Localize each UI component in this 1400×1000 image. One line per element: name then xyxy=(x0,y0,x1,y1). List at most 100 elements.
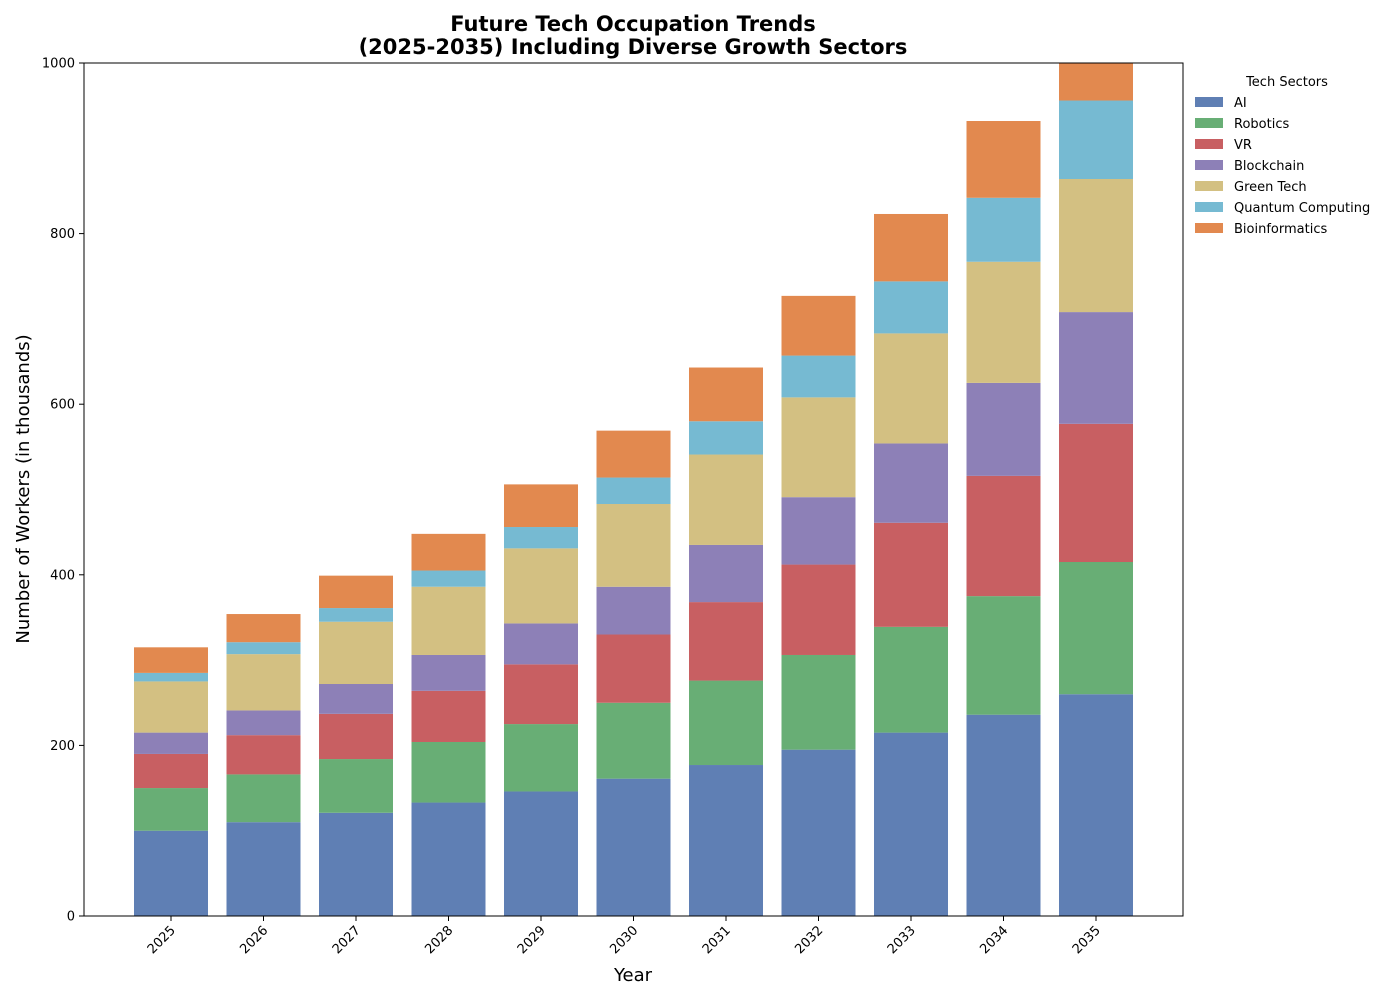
x-tick-label: 2025 xyxy=(145,923,179,957)
legend-swatch-robotics xyxy=(1195,118,1223,128)
bar-segment-quantum-computing-2034 xyxy=(966,197,1041,262)
bar-segment-ai-2033 xyxy=(874,732,948,916)
bar-segment-bioinformatics-2032 xyxy=(781,295,856,356)
bar-segment-bioinformatics-2031 xyxy=(689,367,763,422)
y-axis-label: Number of Workers (in thousands) xyxy=(13,334,34,643)
bar-segment-robotics-2033 xyxy=(874,626,948,733)
bar-segment-blockchain-2032 xyxy=(781,497,856,565)
bar-segment-ai-2031 xyxy=(689,765,763,916)
bar-segment-quantum-computing-2031 xyxy=(689,421,763,455)
bar-segment-robotics-2032 xyxy=(781,654,856,750)
legend-swatch-quantum-computing xyxy=(1195,202,1223,212)
y-tick-label: 800 xyxy=(50,227,75,242)
bar-segment-vr-2032 xyxy=(781,564,856,655)
bars-layer xyxy=(134,63,1133,916)
bar-segment-ai-2030 xyxy=(596,778,671,916)
bar-segment-vr-2025 xyxy=(134,753,208,789)
x-axis-label: Year xyxy=(613,965,653,986)
bar-segment-vr-2028 xyxy=(411,690,486,742)
bar-segment-blockchain-2031 xyxy=(689,544,763,603)
y-tick-label: 0 xyxy=(67,910,75,925)
bar-segment-quantum-computing-2028 xyxy=(411,570,486,587)
bar-segment-bioinformatics-2028 xyxy=(411,533,486,571)
bar-segment-quantum-computing-2027 xyxy=(319,608,393,622)
bar-segment-ai-2035 xyxy=(1059,694,1133,916)
bar-segment-ai-2027 xyxy=(319,812,393,916)
bar-segment-blockchain-2025 xyxy=(134,732,208,754)
bar-segment-green-tech-2027 xyxy=(319,621,393,684)
bar-segment-vr-2026 xyxy=(226,735,301,775)
chart-title-line-2: (2025-2035) Including Diverse Growth Sec… xyxy=(359,35,908,59)
bar-segment-blockchain-2034 xyxy=(966,382,1041,476)
bar-segment-green-tech-2032 xyxy=(781,397,856,498)
bar-segment-green-tech-2035 xyxy=(1059,179,1133,313)
bar-segment-quantum-computing-2026 xyxy=(226,642,301,655)
bar-segment-quantum-computing-2033 xyxy=(874,281,948,334)
bar-segment-quantum-computing-2029 xyxy=(504,527,578,549)
legend-label-robotics: Robotics xyxy=(1234,117,1289,132)
bar-segment-robotics-2028 xyxy=(411,741,486,803)
bar-segment-quantum-computing-2035 xyxy=(1059,100,1133,180)
legend-title: Tech Sectors xyxy=(1245,75,1328,90)
y-tick-label: 400 xyxy=(50,568,75,583)
legend-label-quantum-computing: Quantum Computing xyxy=(1234,201,1370,216)
bar-segment-ai-2034 xyxy=(966,714,1041,916)
x-axis: 2025 2026 2027 2028 2029 2030 2031 2032 2033 2034… xyxy=(145,916,1104,957)
bar-segment-ai-2026 xyxy=(226,822,301,916)
bar-segment-ai-2028 xyxy=(411,802,486,916)
bar-segment-robotics-2031 xyxy=(689,680,763,766)
legend-swatch-bioinformatics xyxy=(1195,223,1223,233)
bar-segment-ai-2025 xyxy=(134,830,208,916)
bar-segment-robotics-2026 xyxy=(226,774,301,823)
legend-label-bioinformatics: Bioinformatics xyxy=(1234,222,1327,237)
bar-segment-ai-2032 xyxy=(781,749,856,916)
bar-segment-quantum-computing-2032 xyxy=(781,355,856,398)
legend-label-green-tech: Green Tech xyxy=(1234,180,1307,195)
bar-segment-ai-2029 xyxy=(504,791,578,916)
legend-swatch-blockchain xyxy=(1195,160,1223,170)
bar-segment-vr-2035 xyxy=(1059,423,1133,563)
y-tick-label: 1000 xyxy=(42,57,75,72)
legend-swatch-ai xyxy=(1195,97,1223,107)
bar-segment-bioinformatics-2025 xyxy=(134,647,208,673)
bar-segment-bioinformatics-2033 xyxy=(874,213,948,282)
bar-segment-quantum-computing-2025 xyxy=(134,672,208,682)
bar-segment-robotics-2027 xyxy=(319,759,393,813)
plot-frame xyxy=(83,62,1184,917)
bar-segment-quantum-computing-2030 xyxy=(596,477,671,504)
x-tick-label: 2031 xyxy=(700,923,734,957)
bar-segment-vr-2033 xyxy=(874,522,948,627)
bar-segment-blockchain-2035 xyxy=(1059,312,1133,424)
y-axis: 0 200 400 600 800 1000 xyxy=(42,57,84,925)
bar-segment-bioinformatics-2035 xyxy=(1059,63,1133,101)
y-tick-label: 200 xyxy=(50,739,75,754)
x-tick-label: 2032 xyxy=(792,923,826,957)
bar-segment-green-tech-2026 xyxy=(226,654,301,711)
bar-segment-blockchain-2029 xyxy=(504,623,578,665)
bar-segment-bioinformatics-2034 xyxy=(966,121,1041,198)
bar-segment-green-tech-2033 xyxy=(874,333,948,444)
x-tick-label: 2033 xyxy=(885,923,919,957)
bar-segment-bioinformatics-2029 xyxy=(504,484,578,528)
bar-segment-vr-2027 xyxy=(319,713,393,760)
x-tick-label: 2035 xyxy=(1070,923,1104,957)
bar-segment-blockchain-2030 xyxy=(596,586,671,635)
bar-segment-green-tech-2034 xyxy=(966,261,1041,383)
bar-segment-blockchain-2026 xyxy=(226,710,301,736)
bar-segment-robotics-2035 xyxy=(1059,562,1133,695)
legend-label-blockchain: Blockchain xyxy=(1234,159,1304,174)
x-tick-label: 2028 xyxy=(422,923,456,957)
bar-segment-blockchain-2028 xyxy=(411,654,486,691)
x-tick-label: 2030 xyxy=(607,923,641,957)
bar-segment-green-tech-2030 xyxy=(596,504,671,587)
bar-segment-robotics-2030 xyxy=(596,702,671,779)
bar-segment-bioinformatics-2026 xyxy=(226,614,301,643)
bar-segment-green-tech-2031 xyxy=(689,454,763,545)
bar-segment-green-tech-2025 xyxy=(134,681,208,733)
bar-segment-blockchain-2033 xyxy=(874,443,948,523)
bar-segment-vr-2029 xyxy=(504,664,578,725)
y-tick-label: 600 xyxy=(50,398,75,413)
legend-swatch-vr xyxy=(1195,139,1223,149)
bar-segment-green-tech-2028 xyxy=(411,586,486,655)
